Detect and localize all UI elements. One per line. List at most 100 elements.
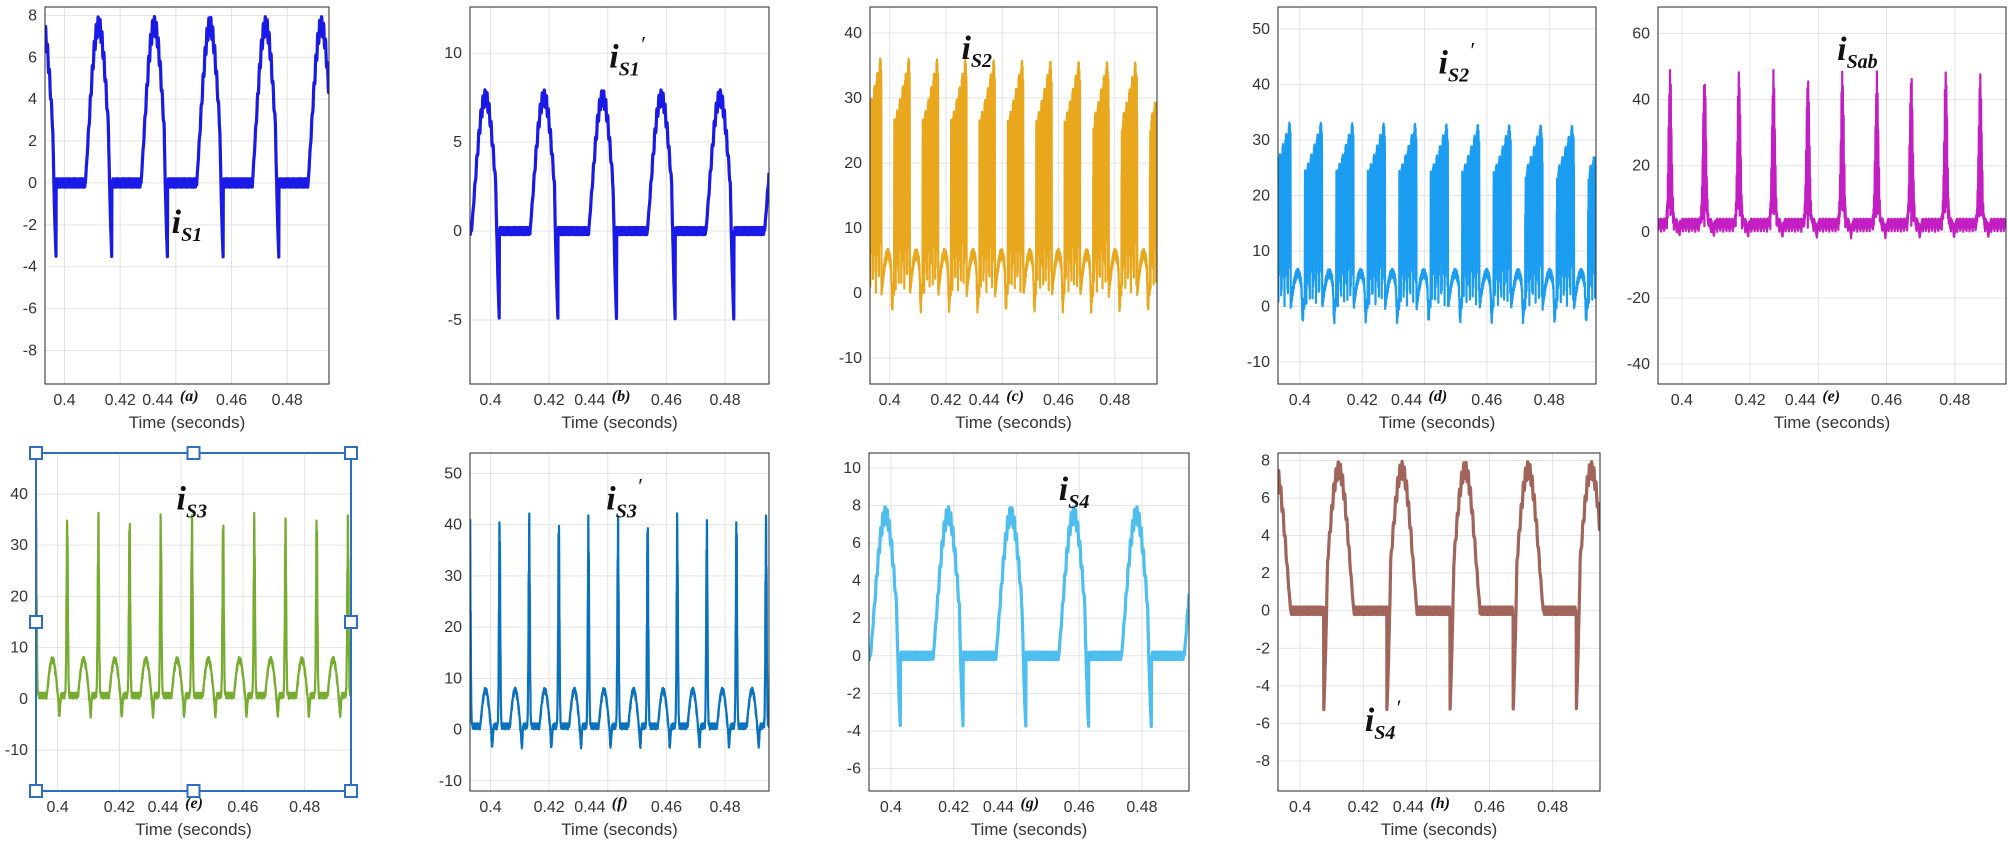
waveform-line — [869, 505, 1189, 728]
x-axis-label: Time (seconds) — [1774, 413, 1891, 432]
subplot-4: 50 40 30 20 10 0 -10 0.4 0.42 0.44 (d) 0.46 0.48 Time… — [1247, 6, 1597, 432]
signal-label: iSab — [1837, 31, 1878, 73]
x-tick-label: 0.4 — [1671, 392, 1693, 409]
plot-area — [869, 453, 1189, 791]
subplot-1: 8 6 4 2 0 -2 -4 -6 -8 0.4 0.42 0.44 (a) 0.46 0.48 Time … — [23, 6, 330, 432]
y-tick-label: 8 — [852, 498, 861, 515]
y-tick-label: 0 — [1261, 298, 1270, 315]
x-tick-label: 0.48 — [709, 799, 740, 816]
waveform-line — [45, 14, 329, 259]
x-tick-label: 0.48 — [1099, 392, 1130, 409]
y-tick-label: 0 — [28, 175, 37, 192]
y-tick-label: -10 — [1247, 354, 1270, 371]
resize-handle[interactable] — [29, 615, 43, 629]
resize-handle[interactable] — [186, 784, 201, 798]
x-axis-label: Time (seconds) — [955, 413, 1072, 432]
y-tick-label: 10 — [1252, 243, 1270, 260]
y-tick-label: 0 — [853, 285, 862, 302]
subplot-6: 40 30 20 10 0 -10 0.4 0.42 0.44 (e) 0.46 0.48 Time (… — [5, 446, 358, 839]
y-tick-label: 30 — [1252, 132, 1270, 149]
x-tick-label: 0.46 — [1871, 392, 1902, 409]
y-tick-label: -4 — [847, 723, 861, 740]
y-tick-label: 4 — [28, 91, 37, 108]
x-tick-label: 0.44 — [1785, 392, 1816, 409]
subplot-8: 10 8 6 4 2 0 -2 -4 -6 0.4 0.42 0.44 (g) 0.46 0.48 Time … — [843, 452, 1190, 839]
axes-box — [869, 6, 1158, 385]
waveform-line — [1278, 459, 1600, 712]
y-tick-label: 2 — [1261, 565, 1270, 582]
axes-box — [469, 452, 770, 792]
subplot-panel-label: (e) — [1822, 388, 1840, 405]
resize-handle[interactable] — [344, 446, 358, 460]
resize-handle[interactable] — [29, 784, 43, 798]
resize-handle[interactable] — [344, 784, 358, 798]
y-tick-label: 4 — [852, 573, 861, 590]
y-tick-label: 2 — [28, 133, 37, 150]
x-tick-label: 0.46 — [651, 392, 682, 409]
x-tick-label: 0.46 — [1064, 799, 1095, 816]
y-tick-label: 20 — [844, 155, 862, 172]
y-tick-label: 6 — [852, 535, 861, 552]
waveform-line — [470, 512, 769, 750]
waveform-line — [870, 57, 1157, 314]
waveform-line — [1658, 69, 2006, 240]
axes-box — [868, 452, 1190, 792]
y-tick-label: -10 — [439, 773, 462, 790]
y-tick-label: 20 — [10, 588, 28, 605]
y-tick-label: 0 — [852, 648, 861, 665]
x-tick-label: 0.4 — [1289, 799, 1311, 816]
subplot-panel-label: (b) — [612, 388, 631, 405]
y-tick-label: -6 — [847, 760, 861, 777]
y-tick-label: 10 — [844, 220, 862, 237]
axes-box — [1657, 6, 2007, 385]
y-tick-label: 2 — [852, 610, 861, 627]
resize-handle[interactable] — [29, 446, 43, 460]
waveform-line — [36, 511, 351, 719]
subplot-3: 40 30 20 10 0 -10 0.4 0.42 0.44 (c) 0.46 0.48 Time (… — [839, 6, 1158, 432]
x-axis-label: Time (seconds) — [1381, 820, 1498, 839]
y-tick-label: 30 — [10, 537, 28, 554]
y-tick-label: -4 — [1256, 678, 1270, 695]
x-tick-label: 0.48 — [289, 799, 320, 816]
subplot-panel-label: (d) — [1429, 388, 1448, 405]
x-axis-label: Time (seconds) — [561, 820, 678, 839]
y-tick-label: -40 — [1627, 356, 1650, 373]
y-tick-label: -10 — [5, 742, 28, 759]
subplot-panel-label: (g) — [1020, 795, 1039, 812]
x-tick-label: 0.44 — [574, 799, 605, 816]
axes-box — [44, 6, 330, 385]
resize-handle[interactable] — [344, 615, 358, 629]
y-tick-label: 6 — [1261, 490, 1270, 507]
x-tick-label: 0.44 — [983, 799, 1014, 816]
x-tick-label: 0.46 — [651, 799, 682, 816]
y-tick-label: -2 — [847, 685, 861, 702]
x-tick-label: 0.4 — [1289, 392, 1311, 409]
x-tick-label: 0.42 — [938, 799, 969, 816]
x-tick-label: 0.4 — [880, 799, 902, 816]
plot-area — [470, 7, 769, 384]
y-tick-label: -2 — [1256, 640, 1270, 657]
subplot-2: 10 5 0 -5 0.4 0.42 0.44 (b) 0.46 0.48 Time (second… — [444, 6, 770, 432]
x-tick-label: 0.42 — [534, 392, 565, 409]
x-tick-label: 0.46 — [227, 799, 258, 816]
y-tick-label: 0 — [453, 722, 462, 739]
y-tick-label: 10 — [10, 640, 28, 657]
y-tick-label: 40 — [844, 25, 862, 42]
x-tick-label: 0.44 — [969, 392, 1000, 409]
x-tick-label: 0.48 — [272, 392, 303, 409]
x-axis-label: Time (seconds) — [135, 820, 252, 839]
resize-handle[interactable] — [186, 446, 201, 460]
y-tick-label: -10 — [839, 350, 862, 367]
subplot-5: 60 40 20 0 -20 -40 0.4 0.42 0.44 (e) 0.46 0.48 Time … — [1627, 6, 2007, 432]
x-tick-label: 0.44 — [1391, 392, 1422, 409]
y-tick-label: -6 — [23, 301, 37, 318]
y-tick-label: -8 — [23, 342, 37, 359]
subplot-9: 8 6 4 2 0 -2 -4 -6 -8 0.4 0.42 0.44 (h) 0.46 0.48 Time … — [1256, 452, 1601, 839]
axes-box — [1277, 452, 1601, 792]
y-tick-label: -8 — [1256, 753, 1270, 770]
x-tick-label: 0.4 — [46, 799, 68, 816]
y-tick-label: 20 — [1632, 158, 1650, 175]
y-tick-label: -5 — [448, 312, 462, 329]
y-tick-label: 40 — [444, 517, 462, 534]
